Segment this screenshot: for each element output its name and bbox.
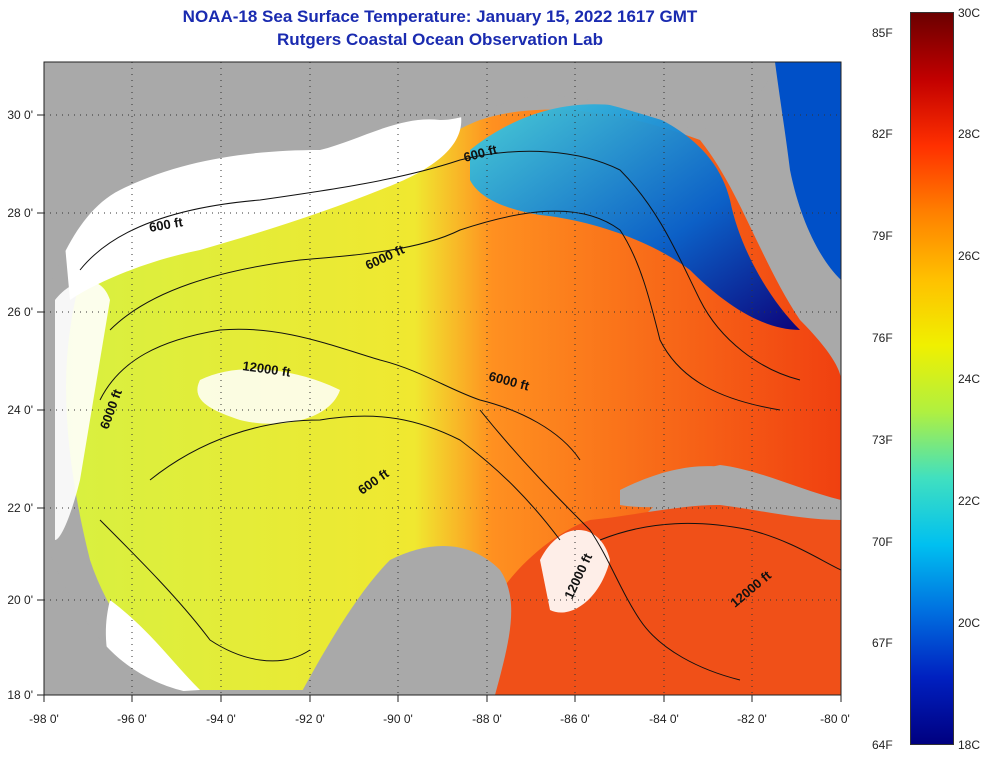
colorbar-f-label: 70F bbox=[872, 535, 893, 549]
x-tick-label: -80 0' bbox=[820, 712, 850, 726]
northern-cool-shelf bbox=[470, 104, 800, 330]
y-tick-label: 28 0' bbox=[7, 206, 33, 220]
x-tick-label: -88 0' bbox=[472, 712, 502, 726]
colorbar-c-label: 26C bbox=[958, 249, 981, 263]
florida-cool-band bbox=[775, 62, 841, 280]
colorbar-f-label: 64F bbox=[872, 738, 893, 752]
contour-label-12000ft-central: 12000 ft bbox=[242, 358, 293, 380]
colorbar-f-label: 85F bbox=[872, 26, 893, 40]
gulf-water bbox=[66, 109, 841, 690]
temperature-colorbar bbox=[910, 12, 954, 745]
y-tick-label: 30 0' bbox=[7, 108, 33, 122]
map-frame bbox=[43, 61, 842, 696]
cuba-land bbox=[620, 466, 841, 520]
y-tick-label: 18 0' bbox=[7, 688, 33, 702]
y-tick-label: 26 0' bbox=[7, 305, 33, 319]
bathymetry-contours bbox=[79, 150, 841, 681]
y-tick-label: 22 0' bbox=[7, 501, 33, 515]
us-coast-land bbox=[44, 62, 775, 300]
colorbar-c-label: 20C bbox=[958, 616, 981, 630]
y-tick-label: 24 0' bbox=[7, 403, 33, 417]
colorbar-c-label: 28C bbox=[958, 127, 981, 141]
contour-label-600ft-northwest: 600 ft bbox=[148, 214, 185, 235]
cloud-cover-central bbox=[197, 369, 340, 424]
colorbar-f-label: 67F bbox=[872, 636, 893, 650]
x-tick-label: -94 0' bbox=[206, 712, 236, 726]
graticule bbox=[44, 62, 841, 695]
map-title: NOAA-18 Sea Surface Temperature: January… bbox=[182, 7, 698, 26]
colorbar-f-label: 82F bbox=[872, 127, 893, 141]
colorbar-c-label: 24C bbox=[958, 372, 981, 386]
x-tick-label: -90 0' bbox=[383, 712, 413, 726]
y-tick-label: 20 0' bbox=[7, 593, 33, 607]
colorbar-c-label: 30C bbox=[958, 6, 981, 20]
x-tick-label: -84 0' bbox=[649, 712, 679, 726]
colorbar-c-label: 18C bbox=[958, 738, 981, 752]
x-tick-label: -86 0' bbox=[560, 712, 590, 726]
colorbar-f-label: 76F bbox=[872, 331, 893, 345]
colorbar-f-label: 79F bbox=[872, 229, 893, 243]
yucatan-land bbox=[300, 546, 512, 695]
tick-marks bbox=[37, 114, 842, 702]
cloud-cover-yucatan bbox=[540, 530, 610, 613]
x-tick-label: -82 0' bbox=[737, 712, 767, 726]
map-subtitle: Rutgers Coastal Ocean Observation Lab bbox=[277, 30, 603, 49]
mexico-land bbox=[44, 540, 210, 695]
cloud-cover-west bbox=[55, 281, 110, 540]
x-tick-label: -98 0' bbox=[29, 712, 59, 726]
colorbar-c-label: 22C bbox=[958, 494, 981, 508]
x-axis-labels: -98 0' -96 0' -94 0' -92 0' -90 0' -88 0… bbox=[29, 712, 850, 726]
colorbar-f-label: 73F bbox=[872, 433, 893, 447]
x-tick-label: -96 0' bbox=[117, 712, 147, 726]
x-tick-label: -92 0' bbox=[295, 712, 325, 726]
y-axis-labels: 30 0' 28 0' 26 0' 24 0' 22 0' 20 0' 18 0… bbox=[7, 108, 33, 702]
